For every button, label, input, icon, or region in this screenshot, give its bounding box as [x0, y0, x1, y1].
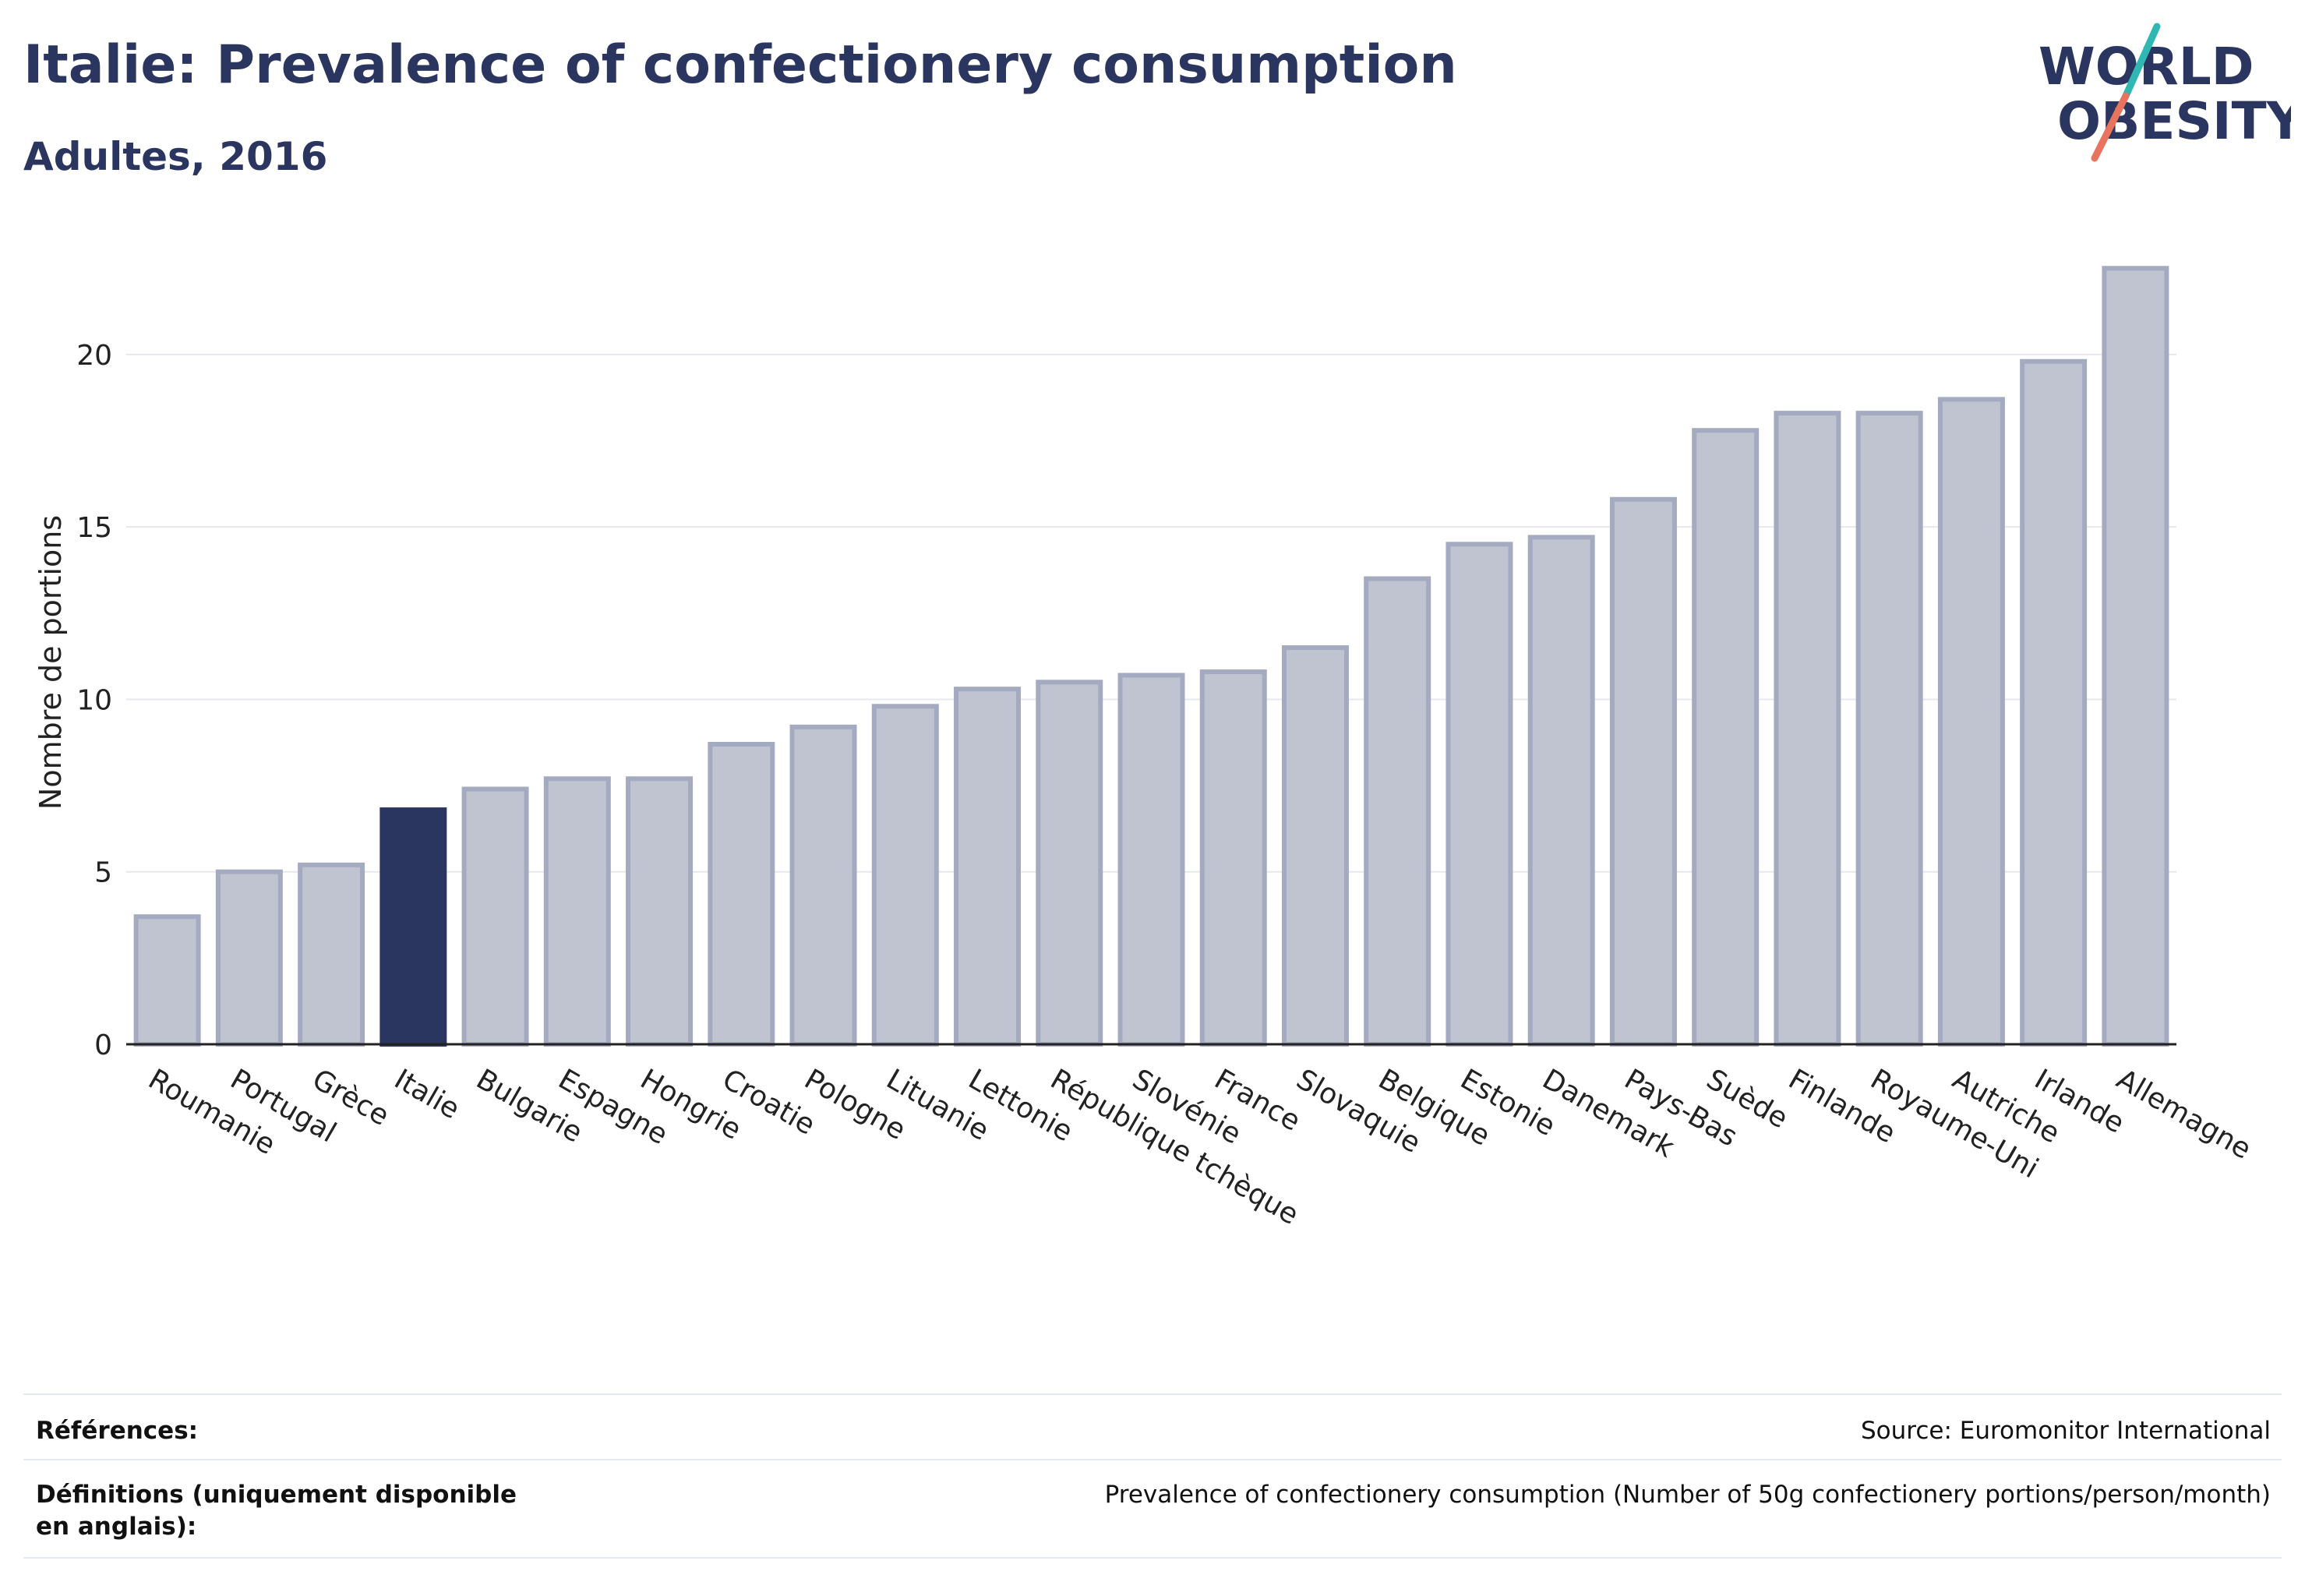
world-obesity-logo: WORLD OBESITY — [2038, 23, 2291, 162]
bar — [1774, 411, 1841, 1047]
footer-divider-top — [23, 1393, 2282, 1395]
bar — [1199, 669, 1267, 1047]
y-tick-label: 5 — [94, 857, 112, 889]
bar — [1364, 576, 1431, 1047]
footer-divider-bottom — [23, 1557, 2282, 1559]
bar — [133, 914, 201, 1047]
y-tick-label: 15 — [76, 512, 112, 544]
x-tick-label: Italie — [389, 1063, 465, 1125]
bar — [1937, 397, 2005, 1047]
bar — [1527, 535, 1595, 1047]
bar — [298, 862, 365, 1047]
definitions-label: Définitions (uniquement disponible en an… — [36, 1481, 517, 1541]
references-label: Références: — [36, 1417, 199, 1445]
bar — [1281, 645, 1349, 1047]
bar — [789, 724, 857, 1047]
bar — [2020, 358, 2088, 1047]
y-axis-title: Nombre de portions — [34, 515, 68, 810]
x-tick-label: Allemagne — [2111, 1063, 2257, 1165]
chart-title: Italie: Prevalence of confectionery cons… — [23, 34, 1457, 96]
chart-subtitle: Adultes, 2016 — [23, 134, 328, 179]
bar — [1855, 411, 1923, 1047]
y-tick-label: 20 — [76, 340, 112, 372]
logo-slash-coral — [2091, 92, 2130, 162]
definitions-value: Prevalence of confectionery consumption … — [1104, 1481, 2271, 1509]
bar — [626, 776, 694, 1047]
bar — [2102, 266, 2169, 1047]
references-value: Source: Euromonitor International — [1860, 1417, 2271, 1445]
bar — [1692, 428, 1760, 1047]
y-tick-label: 0 — [94, 1029, 112, 1061]
bar — [1445, 542, 1513, 1047]
y-tick-label: 10 — [76, 684, 112, 716]
bar — [1609, 496, 1677, 1047]
logo-slash-teal — [2122, 23, 2161, 100]
bar — [871, 704, 939, 1047]
bar — [215, 869, 283, 1047]
bar — [708, 741, 775, 1047]
bar — [379, 807, 447, 1047]
bar — [954, 687, 1022, 1047]
footer-divider-middle — [23, 1459, 2282, 1460]
bar — [1036, 680, 1103, 1047]
bar — [461, 786, 529, 1047]
bar — [1117, 673, 1185, 1047]
bar — [543, 776, 611, 1047]
logo-line2: OBESITY — [2057, 91, 2291, 151]
